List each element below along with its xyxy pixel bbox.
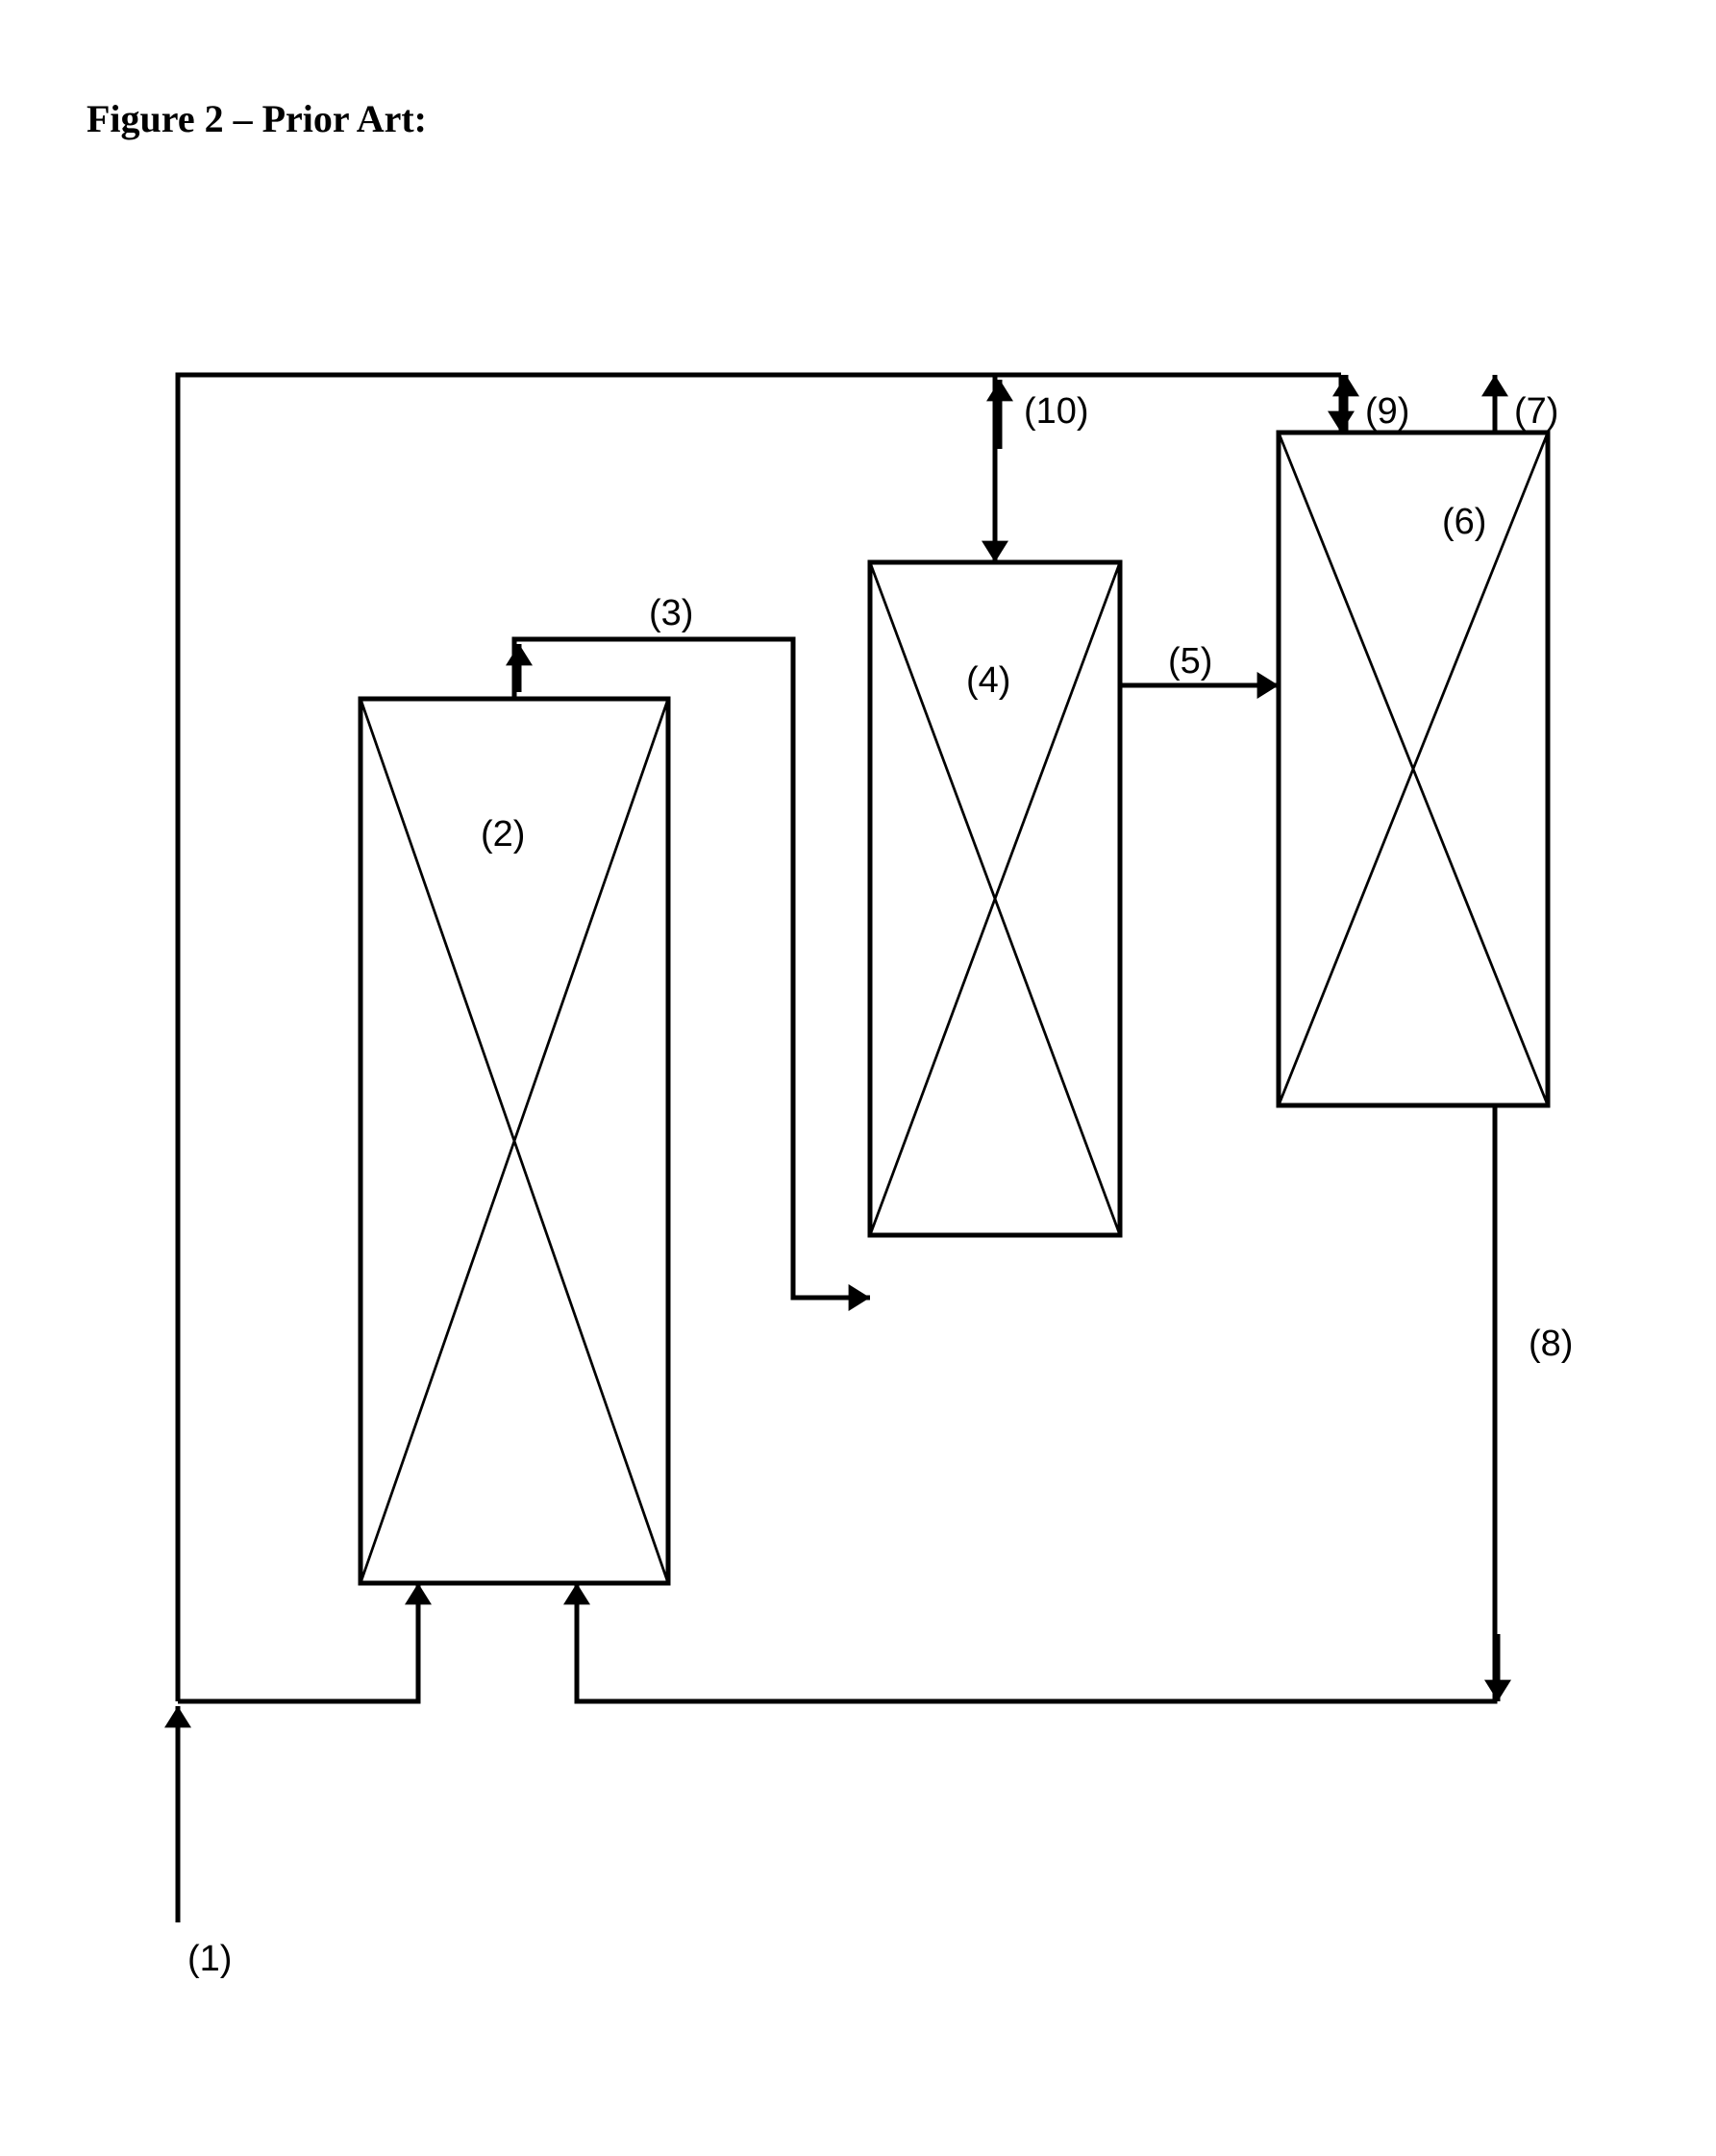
- process-diagram: (2) (4) (6) (1) (3) (5) (7) (8) (9) (10): [0, 0, 1716, 2156]
- arrowhead: [982, 541, 1008, 562]
- label-8: (8): [1529, 1324, 1573, 1364]
- arrowhead: [405, 1583, 432, 1604]
- page: Figure 2 – Prior Art: (2)(4)(6)(1)(3)(5)…: [0, 0, 1716, 2156]
- arrowhead: [506, 644, 533, 665]
- box-2-label: (2): [481, 814, 525, 855]
- arrowhead: [1484, 1680, 1511, 1701]
- arrowhead: [1481, 375, 1508, 396]
- flow-in-to-box2-left: [178, 1583, 418, 1701]
- arrowhead: [986, 380, 1013, 401]
- arrowhead: [164, 1706, 191, 1727]
- label-1: (1): [187, 1939, 232, 1979]
- arrowhead: [849, 1284, 870, 1311]
- arrowhead: [1332, 375, 1359, 396]
- label-10: (10): [1024, 391, 1089, 432]
- box-4-label: (4): [966, 660, 1010, 701]
- box-6-label: (6): [1442, 502, 1486, 542]
- arrowhead: [1257, 672, 1279, 699]
- label-5: (5): [1168, 641, 1212, 681]
- label-7: (7): [1514, 391, 1558, 432]
- arrowhead: [563, 1583, 590, 1604]
- arrowhead: [1328, 411, 1355, 433]
- label-3: (3): [649, 593, 693, 633]
- label-9: (9): [1365, 391, 1409, 432]
